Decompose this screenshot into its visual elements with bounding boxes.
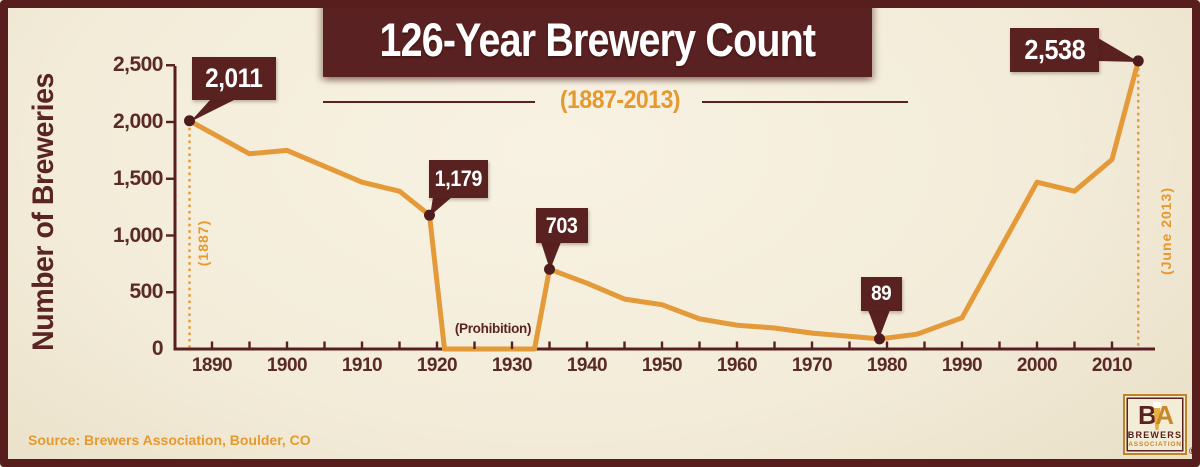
callout-pointer xyxy=(541,242,561,270)
data-point-dot xyxy=(544,263,555,275)
data-point-dot xyxy=(184,115,195,127)
callout-pointer xyxy=(868,310,890,339)
value-callout-label: 1,179 xyxy=(434,166,483,191)
x-tick-label: 1900 xyxy=(266,355,308,376)
end-date-annotation: (June 2013) xyxy=(1158,186,1174,276)
value-callout: 1,179 xyxy=(429,160,488,198)
beer-glass-icon xyxy=(1153,402,1161,430)
registered-trademark: ® xyxy=(1189,446,1196,456)
callout-pointer xyxy=(1098,38,1139,62)
x-tick-label: 1930 xyxy=(491,355,533,376)
callout-pointer xyxy=(430,197,452,216)
x-tick-label: 2000 xyxy=(1016,355,1058,376)
y-tick-label: 0 xyxy=(151,337,164,360)
y-axis-title: Number of Breweries xyxy=(27,73,60,351)
x-tick-label: 1990 xyxy=(941,355,983,376)
logo-letter-a: A xyxy=(1155,400,1174,430)
callout-pointer xyxy=(190,99,236,122)
data-point-dot xyxy=(1132,55,1144,67)
y-tick-label: 1,000 xyxy=(112,223,164,247)
x-tick-label: 1960 xyxy=(716,355,758,376)
brewery-count-line xyxy=(187,58,1141,352)
chart-subtitle: (1887-2013) xyxy=(559,86,681,114)
y-tick-label: 2,000 xyxy=(112,110,164,133)
start-year-annotation: (1887) xyxy=(195,219,211,267)
logo-letter-b: B xyxy=(1138,400,1157,430)
x-tick-label: 2010 xyxy=(1091,355,1133,376)
value-callout: 703 xyxy=(536,208,588,243)
brewers-association-logo: B A BREWERS ASSOCIATION xyxy=(1123,394,1187,455)
x-tick-label: 1980 xyxy=(866,355,908,376)
value-callout: 89 xyxy=(861,277,902,311)
subtitle-rule-left xyxy=(323,101,535,103)
value-callout: 2,011 xyxy=(192,57,276,100)
y-tick-label: 2,500 xyxy=(112,53,164,77)
x-tick-label: 1890 xyxy=(191,355,233,376)
x-tick-label: 1950 xyxy=(641,355,683,376)
value-callout-label: 2,538 xyxy=(1024,34,1085,65)
x-tick-label: 1920 xyxy=(416,355,458,376)
chart-title: 126-Year Brewery Count xyxy=(379,13,817,66)
logo-monogram: B A xyxy=(1125,401,1185,431)
title-band: 126-Year Brewery Count xyxy=(323,0,872,77)
y-tick-label: 1,500 xyxy=(112,166,164,190)
x-tick-label: 1940 xyxy=(566,355,608,376)
value-callout-label: 703 xyxy=(546,212,578,238)
x-tick-label: 1970 xyxy=(791,355,833,376)
logo-name-line1: BREWERS xyxy=(1127,430,1183,440)
y-tick-label: 500 xyxy=(129,280,163,304)
subtitle-rule-right xyxy=(702,101,908,103)
x-tick-label: 1910 xyxy=(341,355,383,376)
value-callout: 2,538 xyxy=(1010,28,1099,72)
data-point-dot xyxy=(874,333,885,345)
data-point-dot xyxy=(424,209,435,221)
value-callout-label: 89 xyxy=(871,282,892,305)
value-callout-label: 2,011 xyxy=(205,63,263,93)
source-credit: Source: Brewers Association, Boulder, CO xyxy=(28,432,311,448)
logo-name-line2: ASSOCIATION xyxy=(1128,441,1182,448)
prohibition-annotation: (Prohibition) xyxy=(454,321,532,336)
